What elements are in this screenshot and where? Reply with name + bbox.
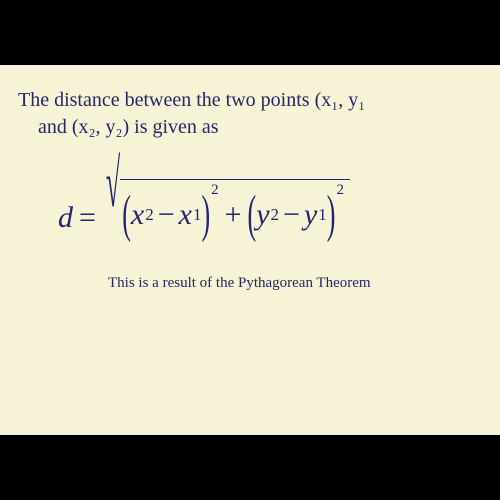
y1-sub: 1: [318, 205, 327, 225]
rparen-1: ): [201, 189, 210, 241]
x-term: ( x2 − x1 ): [122, 198, 210, 232]
var-d: d: [58, 201, 73, 235]
minus-2: −: [283, 198, 300, 232]
footnote-text: This is a result of the Pythagorean Theo…: [108, 275, 371, 291]
intro-text: The distance between the two points (x₁,…: [18, 87, 500, 141]
distance-formula: d = √ ( x2 − x1 ) 2 + (: [18, 183, 500, 253]
footnote: This is a result of the Pythagorean Theo…: [18, 275, 500, 292]
formula-body: d = √ ( x2 − x1 ) 2 + (: [58, 183, 500, 253]
minus-1: −: [158, 198, 175, 232]
surd-symbol: √: [106, 151, 120, 302]
rparen-2: ): [327, 189, 336, 241]
lparen-1: (: [122, 189, 131, 241]
intro-line-1: The distance between the two points (x₁,…: [18, 87, 500, 114]
y-term: ( y2 − y1 ): [248, 198, 336, 232]
x1-var: x: [179, 198, 192, 232]
x1-sub: 1: [193, 205, 202, 225]
x2-sub: 2: [145, 205, 154, 225]
lhs: d =: [58, 201, 100, 235]
square-1: 2: [211, 182, 219, 199]
plus-sign: +: [225, 198, 242, 232]
intro-suffix-2: is given as: [129, 116, 218, 138]
radicand: ( x2 − x1 ) 2 + ( y2 − y1 ): [120, 179, 350, 249]
point-2: (x₂, y₂): [72, 116, 129, 138]
square-2: 2: [336, 182, 344, 199]
intro-line-2: and (x₂, y₂) is given as: [18, 114, 500, 141]
x2-var: x: [131, 198, 144, 232]
point-1: (x₁, y₁: [315, 89, 366, 111]
intro-prefix-2: and: [38, 116, 72, 138]
equals-sign: =: [79, 201, 96, 235]
y2-sub: 2: [271, 205, 280, 225]
math-slide: The distance between the two points (x₁,…: [0, 65, 500, 435]
intro-prefix-1: The distance between the two points: [18, 89, 315, 111]
y1-var: y: [304, 198, 317, 232]
radical: √ ( x2 − x1 ) 2 + ( y2 − y1: [106, 183, 350, 253]
lparen-2: (: [248, 189, 257, 241]
y2-var: y: [256, 198, 269, 232]
